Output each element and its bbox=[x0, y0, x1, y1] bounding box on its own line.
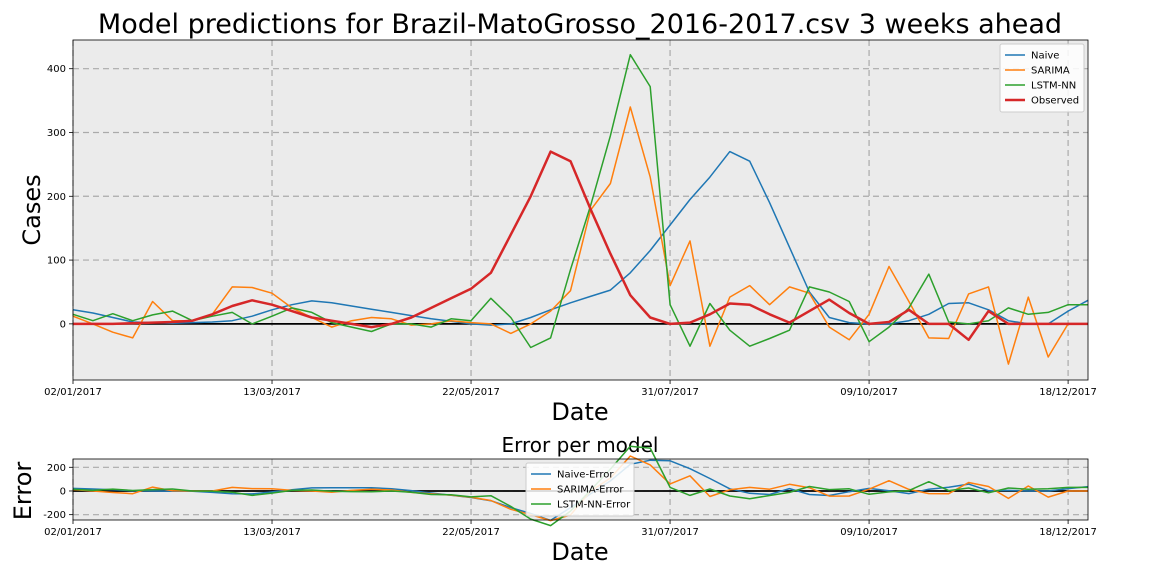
bot-y-tick-label: -200 bbox=[43, 510, 66, 521]
legend-label-lstm-nn: LSTM-NN bbox=[1031, 81, 1076, 92]
predictions-x-ticks: 02/01/2017 13/03/2017 22/05/2017 31/07/2017… bbox=[44, 380, 1097, 398]
top-x-tick-label: 09/10/2017 bbox=[840, 387, 898, 398]
error-chart-title: Error per model bbox=[502, 433, 659, 457]
predictions-x-axis-label: Date bbox=[551, 398, 608, 426]
bot-x-tick-label: 22/05/2017 bbox=[442, 527, 500, 538]
bot-x-tick-label: 13/03/2017 bbox=[243, 527, 301, 538]
error-y-ticks: -200 0 200 bbox=[43, 463, 73, 521]
top-y-tick-label: 200 bbox=[47, 192, 66, 203]
legend-label-sarima: SARIMA bbox=[1031, 66, 1070, 77]
predictions-y-axis-label: Cases bbox=[18, 174, 46, 245]
top-x-tick-label: 13/03/2017 bbox=[243, 387, 301, 398]
top-x-tick-label: 18/12/2017 bbox=[1039, 387, 1097, 398]
predictions-chart-title: Model predictions for Brazil-MatoGrosso_… bbox=[98, 9, 1062, 40]
series-line-sarima bbox=[72, 106, 1088, 365]
top-y-tick-label: 300 bbox=[47, 128, 66, 139]
predictions-legend: Naive SARIMA LSTM-NN Observed bbox=[999, 43, 1085, 113]
top-x-tick-label: 22/05/2017 bbox=[442, 387, 500, 398]
error-y-axis-label: Error bbox=[9, 462, 37, 521]
error-plot-frame bbox=[72, 458, 1089, 521]
bot-y-tick-label: 0 bbox=[60, 486, 66, 497]
predictions-chart: Model predictions for Brazil-MatoGrosso_… bbox=[18, 9, 1097, 426]
error-x-ticks: 02/01/2017 13/03/2017 22/05/2017 31/07/2017… bbox=[44, 520, 1097, 538]
top-x-tick-label: 31/07/2017 bbox=[641, 387, 699, 398]
legend-label-lstm-nn-error: LSTM-NN-Error bbox=[557, 500, 631, 511]
top-y-tick-label: 100 bbox=[47, 256, 66, 267]
top-y-tick-label: 0 bbox=[60, 319, 66, 330]
error-chart: Error per model -200 0 200 02/01/2017 13/03… bbox=[9, 433, 1097, 566]
predictions-plot-frame bbox=[72, 39, 1089, 381]
bot-y-tick-label: 200 bbox=[47, 463, 66, 474]
predictions-plot-background bbox=[73, 40, 1088, 380]
bot-x-tick-label: 09/10/2017 bbox=[840, 527, 898, 538]
top-legend-box bbox=[999, 43, 1085, 113]
error-x-axis-label: Date bbox=[551, 538, 608, 566]
bot-x-tick-label: 02/01/2017 bbox=[44, 527, 102, 538]
predictions-y-ticks: 0 100 200 300 400 bbox=[47, 64, 73, 330]
bot-legend-box bbox=[525, 462, 635, 517]
legend-label-naive-error: Naive-Error bbox=[557, 470, 614, 481]
predictions-series bbox=[72, 53, 1089, 365]
series-line-lstm-nn bbox=[72, 53, 1088, 349]
top-x-tick-label: 02/01/2017 bbox=[44, 387, 102, 398]
bot-x-tick-label: 31/07/2017 bbox=[641, 527, 699, 538]
legend-label-sarima-error: SARIMA-Error bbox=[557, 485, 624, 496]
error-legend: Naive-Error SARIMA-Error LSTM-NN-Error bbox=[525, 462, 635, 517]
bot-x-tick-label: 18/12/2017 bbox=[1039, 527, 1097, 538]
series-line-observed bbox=[73, 150, 1088, 342]
legend-label-naive: Naive bbox=[1031, 51, 1059, 62]
top-y-tick-label: 400 bbox=[47, 64, 66, 75]
legend-label-observed: Observed bbox=[1031, 96, 1079, 107]
